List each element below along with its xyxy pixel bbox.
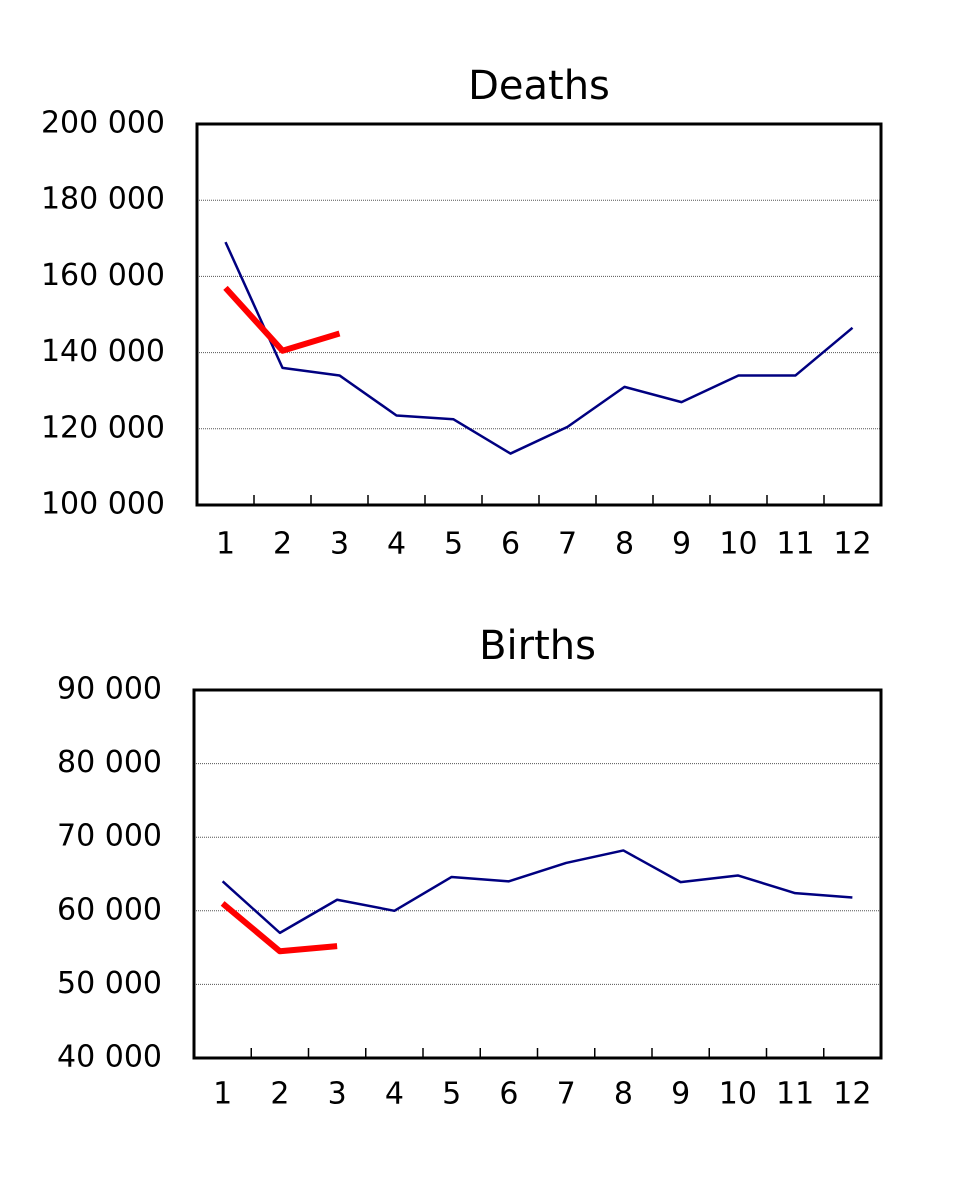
y-tick-label: 160 000 xyxy=(41,258,165,293)
series-line xyxy=(221,849,853,935)
series-line xyxy=(223,285,341,354)
y-tick-label: 180 000 xyxy=(41,182,165,217)
y-tick-label: 100 000 xyxy=(41,487,165,522)
x-tick-label: 12 xyxy=(833,527,871,562)
x-tick-label: 11 xyxy=(776,527,814,562)
x-tick-label: 11 xyxy=(776,1077,814,1112)
x-tick-label: 3 xyxy=(330,527,349,562)
y-tick-label: 90 000 xyxy=(57,672,162,707)
x-tick-label: 2 xyxy=(273,527,292,562)
x-tick-label: 1 xyxy=(213,1077,232,1112)
y-tick-label: 120 000 xyxy=(41,410,165,445)
y-tick-label: 70 000 xyxy=(57,819,162,854)
y-tick-label: 80 000 xyxy=(57,745,162,780)
plot-frame xyxy=(195,122,883,507)
x-tick-label: 5 xyxy=(442,1077,461,1112)
plot-frame xyxy=(192,688,883,1060)
x-tick-label: 5 xyxy=(444,527,463,562)
chart-title: Deaths xyxy=(468,63,610,109)
x-tick-label: 4 xyxy=(387,527,406,562)
y-tick-label: 60 000 xyxy=(57,892,162,927)
x-tick-label: 10 xyxy=(719,527,757,562)
x-tick-label: 1 xyxy=(216,527,235,562)
y-tick-label: 200 000 xyxy=(41,106,165,141)
x-tick-label: 4 xyxy=(385,1077,404,1112)
x-tick-label: 7 xyxy=(557,1077,576,1112)
series-line xyxy=(224,241,854,455)
chart-title: Births xyxy=(479,623,596,669)
x-tick-label: 8 xyxy=(614,1077,633,1112)
x-tick-label: 6 xyxy=(499,1077,518,1112)
x-tick-label: 9 xyxy=(672,527,691,562)
x-tick-label: 2 xyxy=(270,1077,289,1112)
x-tick-label: 10 xyxy=(719,1077,757,1112)
x-tick-label: 3 xyxy=(328,1077,347,1112)
x-tick-label: 6 xyxy=(501,527,520,562)
series-line xyxy=(220,901,338,955)
x-tick-label: 7 xyxy=(558,527,577,562)
y-tick-label: 140 000 xyxy=(41,334,165,369)
x-tick-label: 8 xyxy=(615,527,634,562)
y-tick-label: 50 000 xyxy=(57,966,162,1001)
x-tick-label: 9 xyxy=(671,1077,690,1112)
x-tick-label: 12 xyxy=(833,1077,871,1112)
y-tick-label: 40 000 xyxy=(57,1040,162,1075)
